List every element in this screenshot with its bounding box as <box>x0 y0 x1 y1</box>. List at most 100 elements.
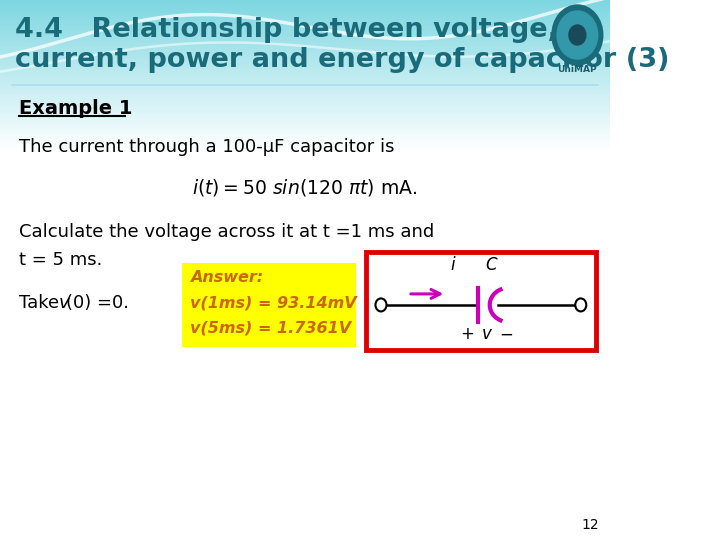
Text: t = 5 ms.: t = 5 ms. <box>19 251 102 269</box>
Bar <box>0 70 610 71</box>
Bar <box>0 53 610 54</box>
Bar <box>0 54 610 55</box>
Bar <box>0 71 610 72</box>
Bar <box>0 10 610 11</box>
Bar <box>0 26 610 27</box>
Circle shape <box>375 299 387 312</box>
Bar <box>0 14 610 15</box>
Bar <box>0 30 610 31</box>
Bar <box>0 144 610 145</box>
Bar <box>0 106 610 107</box>
Bar <box>0 6 610 7</box>
Bar <box>0 69 610 70</box>
Bar <box>0 16 610 17</box>
Text: Answer:: Answer: <box>189 269 263 285</box>
Bar <box>0 85 610 86</box>
Bar <box>0 42 610 43</box>
Bar <box>0 1 610 2</box>
Bar <box>0 36 610 37</box>
Bar <box>0 131 610 132</box>
Circle shape <box>575 299 586 312</box>
Text: v(1ms) = 93.14mV: v(1ms) = 93.14mV <box>189 295 356 310</box>
Bar <box>0 149 610 150</box>
Text: $C$: $C$ <box>485 256 499 274</box>
Text: $i$: $i$ <box>450 256 456 274</box>
Bar <box>0 78 610 79</box>
Bar <box>0 98 610 99</box>
Bar <box>0 61 610 62</box>
Bar <box>0 90 610 91</box>
Bar <box>0 46 610 47</box>
Bar <box>0 122 610 123</box>
Bar <box>0 47 610 48</box>
Text: Calculate the voltage across it at t =1 ms and: Calculate the voltage across it at t =1 … <box>19 223 434 241</box>
Bar <box>0 66 610 67</box>
Bar <box>0 134 610 135</box>
Bar <box>0 44 610 45</box>
Bar <box>0 74 610 75</box>
Bar <box>0 15 610 16</box>
Bar <box>0 147 610 148</box>
Bar <box>0 102 610 103</box>
Bar <box>0 12 610 13</box>
Bar <box>0 107 610 108</box>
Bar <box>366 252 596 350</box>
Bar <box>0 108 610 109</box>
Circle shape <box>557 11 598 59</box>
Bar <box>0 101 610 102</box>
Text: $v$: $v$ <box>58 294 71 312</box>
Text: The current through a 100-μF capacitor is: The current through a 100-μF capacitor i… <box>19 138 394 156</box>
Bar <box>0 31 610 32</box>
Bar <box>0 117 610 118</box>
Bar <box>0 145 610 146</box>
Text: 12: 12 <box>582 518 599 532</box>
Bar <box>0 2 610 3</box>
Text: Example 1: Example 1 <box>19 98 132 118</box>
Bar <box>0 35 610 36</box>
Bar <box>0 73 610 74</box>
Text: current, power and energy of capacitor (3): current, power and energy of capacitor (… <box>15 47 670 73</box>
Bar <box>0 104 610 105</box>
Bar <box>0 129 610 130</box>
Bar <box>0 92 610 93</box>
Bar <box>0 97 610 98</box>
Bar <box>0 68 610 69</box>
Bar <box>0 88 610 89</box>
Bar <box>0 63 610 64</box>
Bar <box>0 21 610 22</box>
Bar <box>0 24 610 25</box>
Bar <box>0 118 610 119</box>
Bar <box>0 7 610 8</box>
Circle shape <box>569 25 586 45</box>
Bar <box>0 83 610 84</box>
Bar <box>0 120 610 121</box>
Bar <box>0 29 610 30</box>
Bar <box>0 136 610 137</box>
Bar <box>0 34 610 35</box>
Bar <box>0 59 610 60</box>
Bar <box>0 79 610 80</box>
Bar <box>0 146 610 147</box>
Bar <box>0 123 610 124</box>
Bar <box>0 127 610 128</box>
Bar <box>0 49 610 50</box>
Bar <box>0 125 610 126</box>
Bar <box>0 32 610 33</box>
Bar <box>0 82 610 83</box>
Text: $+$: $+$ <box>460 325 474 343</box>
Text: 4.4   Relationship between voltage,: 4.4 Relationship between voltage, <box>15 17 558 43</box>
Bar <box>0 11 610 12</box>
Bar <box>0 55 610 56</box>
Text: v(5ms) = 1.7361V: v(5ms) = 1.7361V <box>189 321 351 335</box>
Bar <box>0 45 610 46</box>
Bar <box>0 132 610 133</box>
Bar <box>0 94 610 95</box>
Bar <box>0 93 610 94</box>
Bar <box>0 113 610 114</box>
Bar <box>0 0 610 1</box>
Bar <box>0 115 610 116</box>
Circle shape <box>552 5 603 65</box>
Bar <box>0 75 610 76</box>
Bar <box>0 18 610 19</box>
Bar <box>0 121 610 122</box>
